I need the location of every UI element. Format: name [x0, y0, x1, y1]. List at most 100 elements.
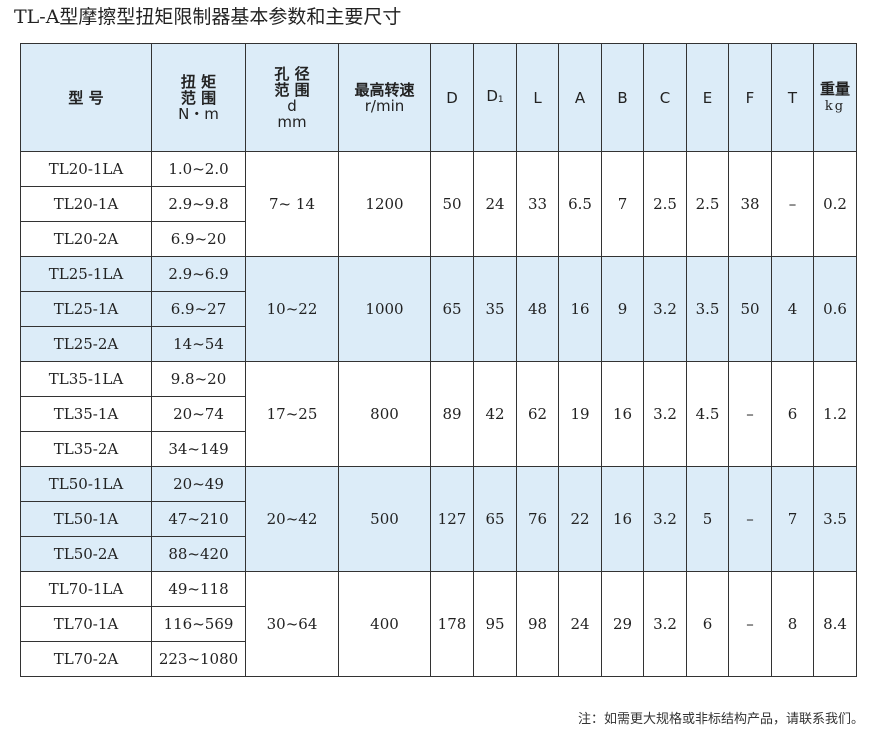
A-cell: 6.5: [558, 151, 602, 257]
speed-cell: 1000: [338, 256, 431, 362]
header-torque: 扭 矩范 围 N・m: [151, 43, 246, 152]
A-cell: 22: [558, 466, 602, 572]
header-A: A: [558, 43, 602, 152]
model-cell: TL35-1LA: [20, 361, 152, 397]
torque-cell: 1.0~2.0: [151, 151, 246, 187]
header-D: D: [430, 43, 474, 152]
bore-cell: 7~ 14: [245, 151, 339, 257]
D1-cell: 24: [473, 151, 517, 257]
footnote: 注：如需更大规格或非标结构产品，请联系我们。: [577, 712, 864, 727]
header-row: 型 号 扭 矩范 围 N・m 孔 径范 围 d mm 最高转速 r/min D D1 L…: [20, 43, 857, 152]
D-cell: 127: [430, 466, 474, 572]
table-row: TL25-1A 6.9~27: [20, 291, 857, 327]
D-cell: 65: [430, 256, 474, 362]
E-cell: 2.5: [686, 151, 729, 257]
T-cell: 6: [771, 361, 814, 467]
torque-cell: 2.9~9.8: [151, 186, 246, 222]
T-cell: 7: [771, 466, 814, 572]
model-cell: TL70-1A: [20, 606, 152, 642]
weight-cell: 8.4: [813, 571, 857, 677]
header-C: C: [643, 43, 687, 152]
table-row: TL20-1A 2.9~9.8: [20, 186, 857, 222]
B-cell: 16: [601, 466, 644, 572]
table-row: TL25-2A 14~54: [20, 326, 857, 362]
D-cell: 50: [430, 151, 474, 257]
torque-cell: 223~1080: [151, 641, 246, 677]
T-cell: 4: [771, 256, 814, 362]
model-cell: TL35-2A: [20, 431, 152, 467]
table-row: TL35-1A 20~74: [20, 396, 857, 432]
L-cell: 33: [516, 151, 559, 257]
E-cell: 4.5: [686, 361, 729, 467]
model-cell: TL20-2A: [20, 221, 152, 257]
B-cell: 29: [601, 571, 644, 677]
table-row: TL25-1LA 2.9~6.9 10~22 1000 65 35 48 16 9 3.2 3.5 5…: [20, 256, 857, 362]
C-cell: 3.2: [643, 361, 687, 467]
weight-cell: 3.5: [813, 466, 857, 572]
F-cell: 38: [728, 151, 772, 257]
bore-cell: 20~42: [245, 466, 339, 572]
header-bore: 孔 径范 围 d mm: [245, 43, 339, 152]
D-cell: 178: [430, 571, 474, 677]
L-cell: 48: [516, 256, 559, 362]
table-row: TL70-2A 223~1080: [20, 641, 857, 677]
B-cell: 16: [601, 361, 644, 467]
torque-cell: 34~149: [151, 431, 246, 467]
F-cell: 50: [728, 256, 772, 362]
table-row: TL35-2A 34~149: [20, 431, 857, 467]
model-cell: TL50-1A: [20, 501, 152, 537]
D1-cell: 42: [473, 361, 517, 467]
torque-cell: 88~420: [151, 536, 246, 572]
header-T: T: [771, 43, 814, 152]
model-cell: TL25-1A: [20, 291, 152, 327]
F-cell: –: [728, 466, 772, 572]
table-row: TL70-1LA 49~118 30~64 400 178 95 98 24 29 3.2 6–8 8…: [20, 571, 857, 677]
model-cell: TL25-2A: [20, 326, 152, 362]
D1-cell: 35: [473, 256, 517, 362]
weight-cell: 0.6: [813, 256, 857, 362]
table-row: TL50-1LA 20~49 20~42 500 127 65 76 22 16 3.2 5–7 3.…: [20, 466, 857, 572]
A-cell: 24: [558, 571, 602, 677]
model-cell: TL35-1A: [20, 396, 152, 432]
header-L: L: [516, 43, 559, 152]
torque-cell: 20~49: [151, 466, 246, 502]
torque-cell: 6.9~27: [151, 291, 246, 327]
E-cell: 3.5: [686, 256, 729, 362]
table-row: TL50-2A 88~420: [20, 536, 857, 572]
torque-cell: 6.9~20: [151, 221, 246, 257]
L-cell: 76: [516, 466, 559, 572]
page-title: TL-A型摩擦型扭矩限制器基本参数和主要尺寸: [14, 6, 402, 28]
model-cell: TL50-2A: [20, 536, 152, 572]
model-cell: TL25-1LA: [20, 256, 152, 292]
model-cell: TL70-2A: [20, 641, 152, 677]
table-row: TL70-1A 116~569: [20, 606, 857, 642]
speed-cell: 800: [338, 361, 431, 467]
B-cell: 9: [601, 256, 644, 362]
header-model: 型 号: [20, 43, 152, 152]
E-cell: 6: [686, 571, 729, 677]
bore-cell: 30~64: [245, 571, 339, 677]
F-cell: –: [728, 361, 772, 467]
header-D1: D1: [473, 43, 517, 152]
D1-cell: 65: [473, 466, 517, 572]
table-row: TL20-1LA 1.0~2.0 7~ 14 1200 50 24 33 6.5 7 2.5 2.5…: [20, 151, 857, 257]
header-speed: 最高转速 r/min: [338, 43, 431, 152]
speed-cell: 400: [338, 571, 431, 677]
speed-cell: 500: [338, 466, 431, 572]
C-cell: 3.2: [643, 466, 687, 572]
E-cell: 5: [686, 466, 729, 572]
D-cell: 89: [430, 361, 474, 467]
bore-cell: 17~25: [245, 361, 339, 467]
torque-cell: 116~569: [151, 606, 246, 642]
header-weight: 重量 kg: [813, 43, 857, 152]
L-cell: 62: [516, 361, 559, 467]
header-B: B: [601, 43, 644, 152]
table-row: TL35-1LA 9.8~20 17~25 800 89 42 62 19 16 3.2 4.5–6…: [20, 361, 857, 467]
torque-cell: 9.8~20: [151, 361, 246, 397]
torque-cell: 47~210: [151, 501, 246, 537]
table-row: TL50-1A 47~210: [20, 501, 857, 537]
T-cell: –: [771, 151, 814, 257]
torque-cell: 20~74: [151, 396, 246, 432]
model-cell: TL50-1LA: [20, 466, 152, 502]
table-row: TL20-2A 6.9~20: [20, 221, 857, 257]
